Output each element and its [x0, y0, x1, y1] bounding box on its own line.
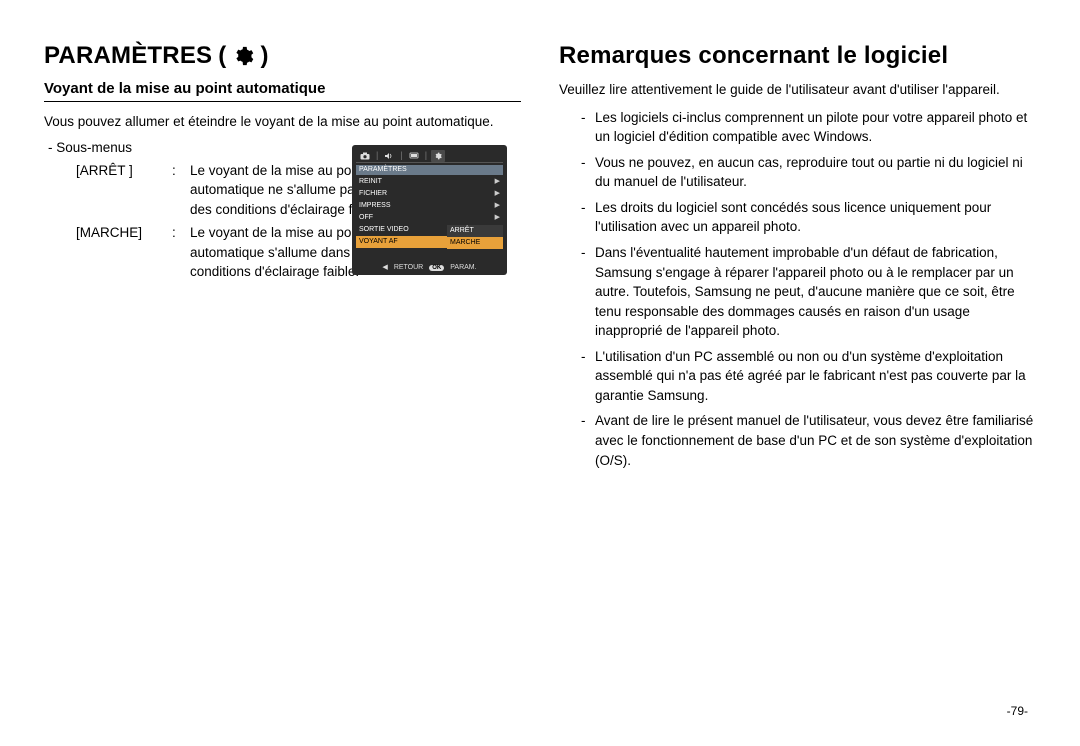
lcd-row: IMPRESS ▶ [356, 200, 503, 212]
lcd-option: ARRÊT [447, 225, 503, 237]
lcd-row: FICHIER ▶ [356, 188, 503, 200]
lcd-row-label: REINIT [359, 178, 382, 186]
lcd-footer: ◀ RETOUR OK PARAM. [356, 264, 503, 272]
chevron-right-icon: ▶ [495, 190, 500, 198]
lcd-row: OFF ▶ [356, 212, 503, 224]
chevron-right-icon: ▶ [495, 214, 500, 222]
left-intro: Vous pouvez allumer et éteindre le voyan… [44, 112, 521, 132]
settings-tab-icon [431, 150, 445, 162]
sound-icon [382, 150, 396, 162]
lcd-footer-back: RETOUR [394, 264, 423, 272]
right-intro: Veuillez lire attentivement le guide de … [559, 80, 1036, 100]
chevron-right-icon: ▶ [495, 178, 500, 186]
note-item: Vous ne pouvez, en aucun cas, reproduire… [581, 153, 1036, 192]
lcd-sep: | [376, 151, 378, 161]
note-item: Avant de lire le présent manuel de l'uti… [581, 411, 1036, 470]
lcd-sep: | [425, 151, 427, 161]
lcd-row-label: VOYANT AF [359, 238, 398, 246]
display-icon [407, 150, 421, 162]
left-column: PARAMÈTRES ( ) Voyant de la mise au poin… [44, 42, 521, 716]
lcd-row-label: FICHIER [359, 190, 387, 198]
left-title-text: PARAMÈTRES [44, 42, 212, 70]
ok-pill: OK [429, 265, 444, 272]
note-item: Les logiciels ci-inclus comprennent un p… [581, 108, 1036, 147]
camera-lcd: | | | PARAMÈTRES REINIT ▶ FICHIER ▶ IMPRES… [352, 145, 507, 275]
left-subheading: Voyant de la mise au point automatique [44, 80, 521, 102]
triangle-left-icon: ◀ [382, 264, 387, 272]
chevron-right-icon: ▶ [495, 202, 500, 210]
def-label-marche: [MARCHE] [76, 223, 162, 282]
lcd-row-label: SORTIE VIDEO [359, 226, 409, 234]
gear-icon [232, 45, 254, 67]
left-title: PARAMÈTRES ( ) [44, 42, 521, 70]
right-column: Remarques concernant le logiciel Veuille… [559, 42, 1036, 716]
def-colon: : [172, 223, 180, 282]
def-label-arret: [ARRÊT ] [76, 161, 162, 220]
lcd-title: PARAMÈTRES [356, 165, 503, 175]
lcd-option-highlight: MARCHE [447, 237, 503, 249]
lcd-row: REINIT ▶ [356, 176, 503, 188]
camera-icon [358, 150, 372, 162]
page-number: -79- [1007, 704, 1028, 718]
right-title-text: Remarques concernant le logiciel [559, 42, 948, 70]
page: PARAMÈTRES ( ) Voyant de la mise au poin… [0, 0, 1080, 746]
note-item: Dans l'éventualité hautement improbable … [581, 243, 1036, 341]
lcd-footer-set: PARAM. [450, 264, 476, 272]
lcd-row-label: IMPRESS [359, 202, 391, 210]
open-paren: ( [218, 42, 226, 70]
notes-list: Les logiciels ci-inclus comprennent un p… [581, 108, 1036, 471]
lcd-tabs: | | | [356, 149, 503, 163]
close-paren: ) [260, 42, 268, 70]
note-item: Les droits du logiciel sont concédés sou… [581, 198, 1036, 237]
note-item: L'utilisation d'un PC assemblé ou non ou… [581, 347, 1036, 406]
def-colon: : [172, 161, 180, 220]
lcd-options: ARRÊT MARCHE [447, 225, 503, 249]
lcd-sep: | [400, 151, 402, 161]
lcd-row-label: OFF [359, 214, 373, 222]
right-title: Remarques concernant le logiciel [559, 42, 1036, 70]
